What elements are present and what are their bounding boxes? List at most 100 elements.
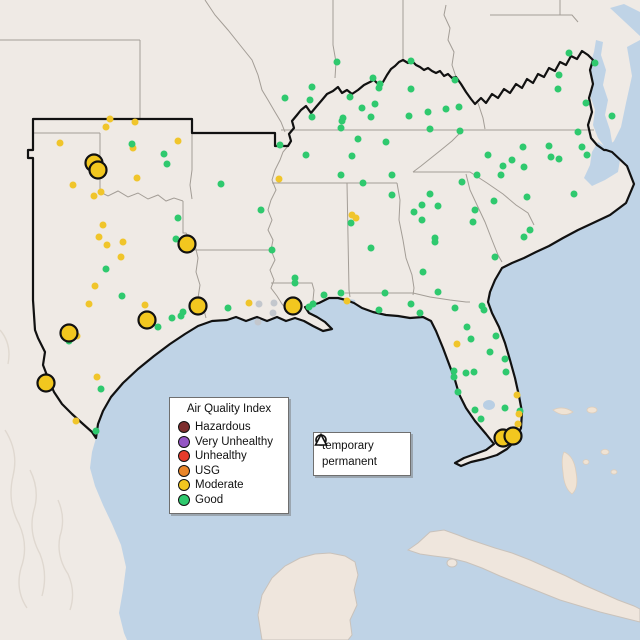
station-dot — [69, 181, 77, 189]
station-dot — [555, 155, 563, 163]
station-dot — [375, 306, 383, 314]
station-dot — [410, 208, 418, 216]
delaware-bay-water — [610, 4, 640, 36]
station-dot — [141, 301, 149, 309]
hazardous-swatch-icon — [178, 421, 190, 434]
legend-item-label: USG — [195, 464, 220, 477]
station-dot — [407, 85, 415, 93]
station-dot — [270, 299, 278, 307]
state-borders-inside — [33, 102, 594, 319]
station-dot — [320, 291, 328, 299]
station-dot — [354, 135, 362, 143]
station-dot — [91, 282, 99, 290]
station-dot — [359, 179, 367, 187]
station-dot — [520, 163, 528, 171]
station-dot — [306, 96, 314, 104]
cuba-land — [406, 529, 640, 623]
legend-item-moderate: Moderate — [178, 478, 288, 493]
station-dot — [275, 175, 283, 183]
station-dot — [608, 112, 616, 120]
station-dot — [499, 162, 507, 170]
station-dot — [455, 103, 463, 111]
station-dot — [497, 171, 505, 179]
station-dot — [450, 367, 458, 375]
station-dot — [545, 142, 553, 150]
station-dot — [451, 76, 459, 84]
station-dot — [305, 303, 313, 311]
station-dot — [347, 219, 355, 227]
station-dot — [520, 233, 528, 241]
station-dot — [268, 246, 276, 254]
station-dot — [281, 94, 289, 102]
station-dot — [117, 253, 125, 261]
legend-item-label: Good — [195, 493, 224, 506]
station-dot — [254, 318, 262, 326]
station-dot — [371, 100, 379, 108]
station-dot — [337, 171, 345, 179]
station-dot — [85, 300, 93, 308]
station-dot — [570, 190, 578, 198]
station-dot — [501, 355, 509, 363]
station-dot — [339, 114, 347, 122]
station-dot — [97, 188, 105, 196]
temporary-station-dot — [503, 426, 523, 446]
station-dot — [515, 410, 523, 418]
station-dot — [463, 323, 471, 331]
station-dot — [308, 113, 316, 121]
isle-of-youth-land — [446, 558, 458, 568]
station-dot — [405, 112, 413, 120]
station-dot — [179, 308, 187, 316]
station-dot — [513, 391, 521, 399]
temporary-station-dot — [88, 160, 108, 180]
station-dot — [56, 139, 64, 147]
station-dot — [484, 151, 492, 159]
legend-item-label: Moderate — [195, 479, 244, 492]
station-dot — [302, 151, 310, 159]
station-dot — [95, 233, 103, 241]
station-dot — [491, 253, 499, 261]
station-dot — [102, 265, 110, 273]
station-dot — [133, 174, 141, 182]
station-dot — [103, 241, 111, 249]
station-dot — [454, 388, 462, 396]
legend-item-very-unhealthy: Very Unhealthy — [178, 435, 288, 450]
station-dot — [257, 206, 265, 214]
station-dot — [426, 125, 434, 133]
station-dot — [450, 373, 458, 381]
station-dot — [451, 304, 459, 312]
station-dot — [419, 268, 427, 276]
station-dot — [434, 288, 442, 296]
terrain-relief — [0, 329, 74, 611]
station-dot — [426, 190, 434, 198]
legend-item-unhealthy: Unhealthy — [178, 449, 288, 464]
temporary-station-dot — [188, 296, 208, 316]
legend-item-label: permanent — [322, 456, 377, 468]
station-dot — [269, 309, 277, 317]
station-dot — [434, 202, 442, 210]
lake-okeechobee — [483, 400, 495, 410]
station-dot — [407, 300, 415, 308]
station-dot — [508, 156, 516, 164]
station-dot — [462, 369, 470, 377]
station-dot — [160, 150, 168, 158]
station-dot — [168, 314, 176, 322]
legend-item-label: temporary — [322, 440, 374, 452]
station-dot — [358, 104, 366, 112]
station-dot — [519, 143, 527, 151]
legend-item-temporary: temporary — [315, 434, 410, 454]
usg-swatch-icon — [178, 464, 190, 477]
legend-item-hazardous: Hazardous — [178, 420, 288, 435]
station-dot — [470, 368, 478, 376]
station-type-legend: temporary permanent — [313, 432, 411, 476]
station-dot — [174, 214, 182, 222]
station-dot — [480, 306, 488, 314]
chesapeake-bay-water — [590, 40, 617, 152]
unhealthy-swatch-icon — [178, 450, 190, 463]
pamlico-sound-water — [584, 142, 620, 186]
legend-item-label: Hazardous — [195, 421, 251, 434]
legend-item-label: Very Unhealthy — [195, 435, 273, 448]
station-dot — [418, 216, 426, 224]
station-dot — [72, 417, 80, 425]
